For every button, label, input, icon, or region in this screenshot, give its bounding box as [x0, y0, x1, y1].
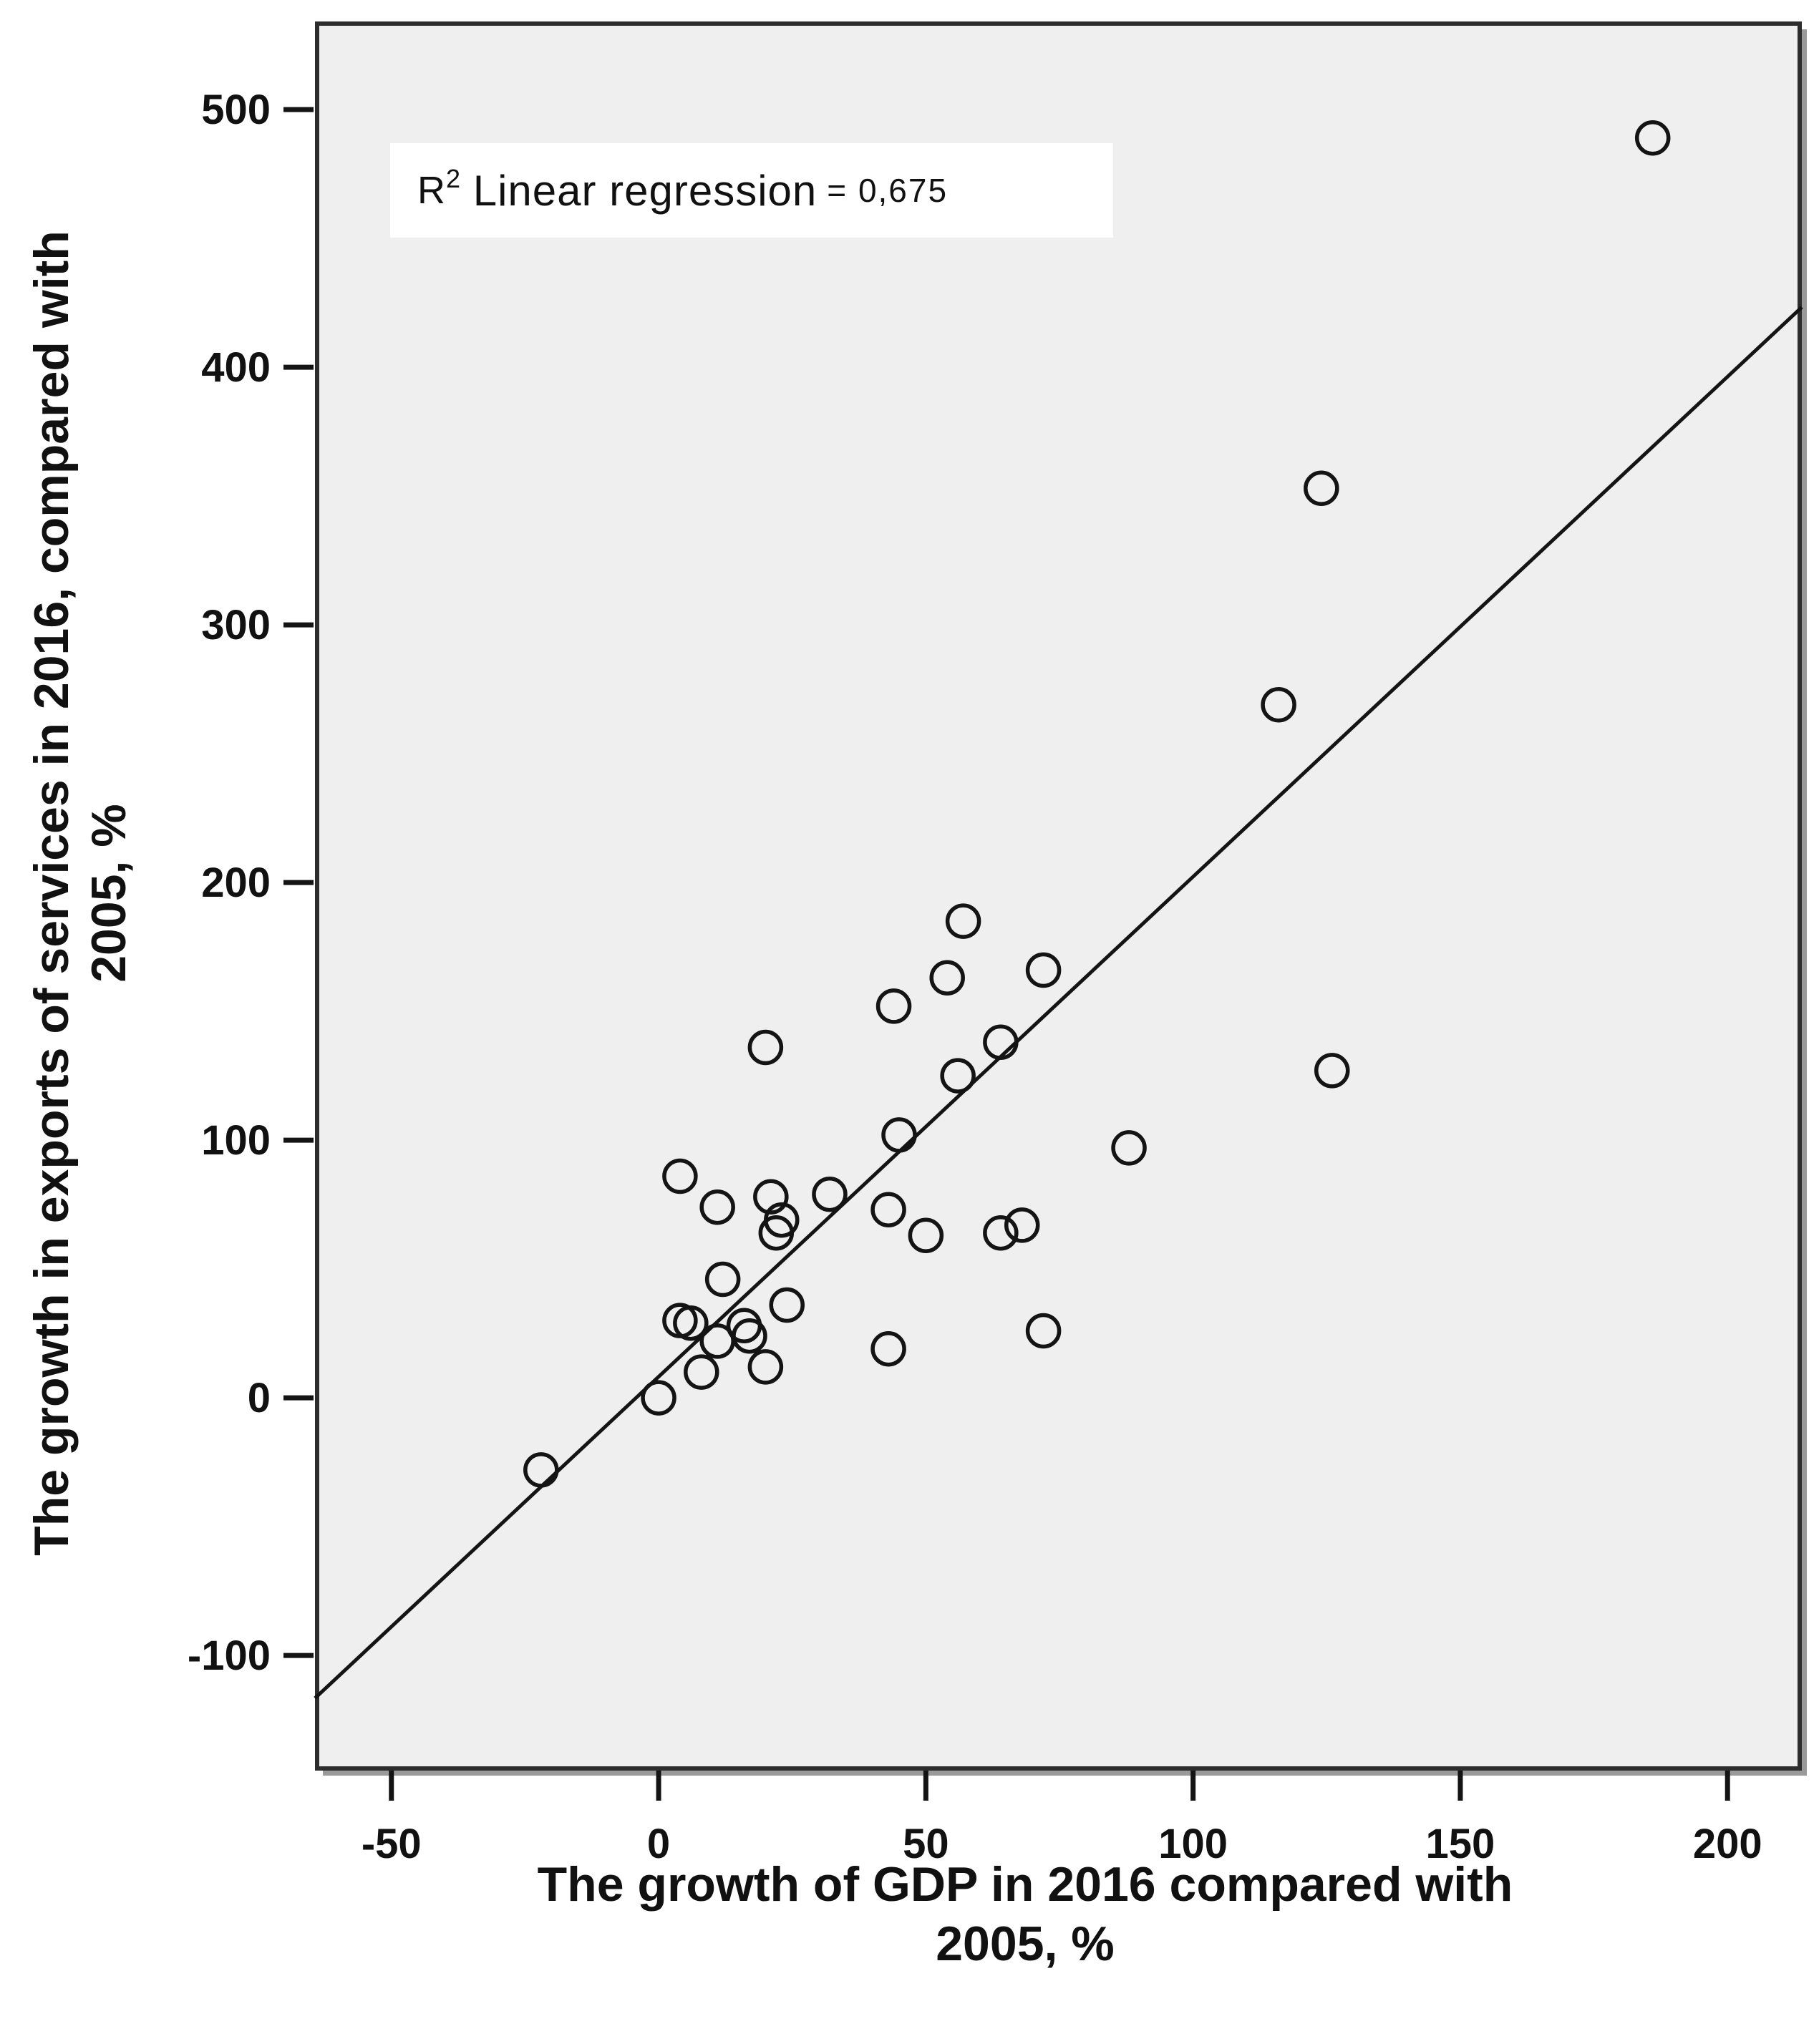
y-axis-tick-label: 500	[201, 87, 271, 133]
r-squared-exponent: 2	[446, 164, 461, 193]
r-squared-value: = 0,675	[827, 172, 949, 209]
y-axis-title-line2: 2005, %	[82, 804, 136, 983]
y-axis-title-line1: The growth in exports of services in 201…	[24, 230, 79, 1556]
x-axis-title-line1: The growth of GDP in 2016 compared with	[537, 1857, 1513, 1912]
x-axis-title-line2: 2005, %	[936, 1916, 1115, 1971]
x-axis-title: The growth of GDP in 2016 compared with …	[273, 1855, 1777, 1974]
y-axis-tick-label: 300	[201, 602, 271, 648]
y-axis-tick-label: 0	[248, 1375, 271, 1421]
plot-area	[315, 21, 1802, 1771]
y-axis-tick-label: 400	[201, 344, 271, 391]
y-axis-title: The growth in exports of services in 201…	[23, 0, 137, 1788]
r-squared-symbol: R	[417, 169, 446, 212]
r-squared-label: Linear regression	[460, 166, 818, 215]
y-axis-tick-label: 100	[201, 1117, 271, 1164]
y-axis-tick-label: -100	[188, 1632, 271, 1679]
y-axis-tick-label: 200	[201, 860, 271, 906]
